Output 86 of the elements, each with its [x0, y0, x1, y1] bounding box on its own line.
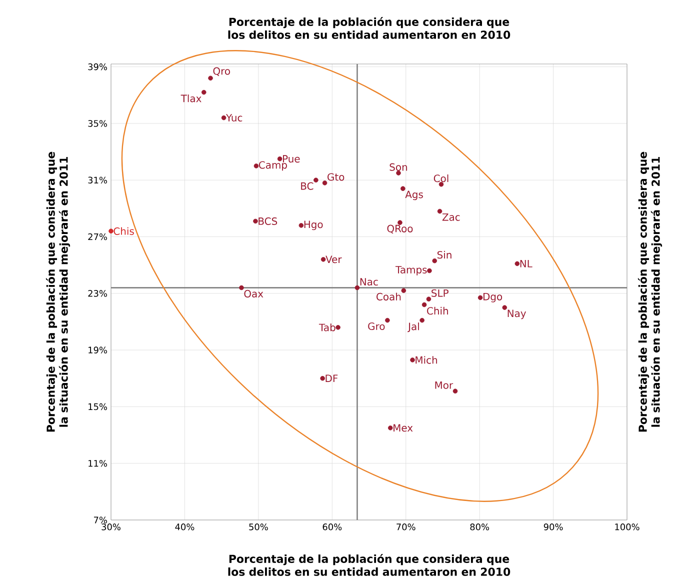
point: [314, 178, 318, 182]
point: [420, 318, 424, 323]
x-tick-label: 60%: [322, 524, 342, 530]
chart-title: Porcentaje de la población que considera que los delitos en su entidad aumentaron en 2010: [228, 17, 510, 39]
point: [385, 318, 390, 323]
point: [400, 186, 406, 191]
series-label: Gto: [328, 173, 344, 181]
point: [437, 208, 442, 214]
point: [336, 324, 340, 330]
series-label: Zac: [442, 213, 460, 221]
point: [201, 90, 206, 95]
series-label: Tab: [318, 324, 336, 332]
x-axis-title: Porcentaje de la población que considera que los delitos en su entidad aumentaron en 2010: [228, 554, 510, 576]
y-tick-label: 27%: [88, 233, 107, 240]
point: [401, 288, 406, 293]
point: [277, 156, 282, 162]
point: [354, 285, 360, 290]
series-label: Ver: [326, 256, 342, 264]
x-tick-label: 80%: [470, 524, 490, 530]
point: [478, 295, 483, 300]
series-label: Mich: [416, 356, 438, 364]
point: [422, 302, 427, 308]
point: [502, 305, 508, 310]
y2-axis-title: Porcentaje de la población que considera que la situación en su entidad mejorará en 2011: [638, 152, 662, 432]
series-label: Yuc: [226, 114, 242, 122]
point: [322, 180, 328, 186]
x-tick-label: 40%: [175, 524, 194, 530]
y-tick-label: 11%: [88, 460, 107, 467]
series-label: Camp: [258, 161, 287, 171]
series-label: DF: [326, 374, 338, 382]
series-label: Sin: [437, 250, 452, 259]
point: [221, 115, 226, 120]
point: [208, 76, 213, 81]
point: [410, 358, 415, 362]
series-label: Dgo: [483, 292, 502, 302]
x-tick-label: 90%: [544, 524, 563, 530]
series-label: Son: [390, 163, 408, 171]
series-label: Col: [434, 174, 448, 182]
point: [427, 268, 432, 274]
point: [426, 296, 432, 302]
series-label: Pue: [282, 155, 300, 163]
series-label: Qro: [213, 67, 230, 76]
point: [432, 258, 438, 264]
point: [254, 164, 259, 168]
y-tick-label: 19%: [88, 346, 107, 354]
series-label: BCS: [258, 217, 278, 225]
y-tick-label: 23%: [88, 290, 107, 297]
point: [388, 426, 393, 430]
series-label: Coah: [376, 292, 401, 300]
x-tick-label: 100%: [615, 524, 640, 530]
y-axis-title: Porcentaje de la población que considera que la situación en su entidad mejorará en 2011: [46, 152, 70, 432]
point: [514, 261, 520, 266]
series-label: Mor: [435, 382, 454, 389]
series-label: QRoo: [387, 224, 413, 234]
point: [452, 388, 458, 394]
point: [398, 220, 402, 225]
series-label: Nac: [360, 278, 378, 286]
y-tick-label: 31%: [88, 176, 107, 184]
point: [298, 223, 304, 228]
point: [253, 218, 258, 224]
x-tick-label: 30%: [102, 524, 120, 530]
series-label: Chis: [114, 227, 134, 235]
series-label: Mex: [394, 424, 413, 432]
point: [320, 376, 325, 381]
series-label: Tamps: [395, 266, 427, 276]
series-label: Hgo: [304, 220, 323, 230]
y-tick-label: 35%: [88, 120, 107, 127]
series-label: Gro: [368, 322, 385, 330]
series-label: Chih: [427, 306, 448, 315]
series-label: Tlax: [180, 94, 202, 102]
series-label: BC: [301, 182, 314, 190]
series-label: Ags: [405, 190, 423, 200]
series-label: SLP: [432, 289, 448, 297]
point: [320, 257, 326, 262]
y-tick-label: 15%: [88, 403, 107, 410]
point: [239, 285, 244, 290]
x-tick-label: 70%: [396, 524, 416, 530]
series-label: Nay: [508, 310, 526, 320]
y-tick-label: 39%: [88, 63, 107, 70]
point: [396, 170, 401, 176]
series-label: Oax: [244, 290, 264, 298]
point: [108, 228, 114, 234]
series-label: Jal: [408, 322, 419, 332]
x-tick-label: 50%: [249, 524, 268, 530]
series-label: NL: [520, 260, 532, 268]
y-tick-label: 7%: [94, 516, 107, 524]
